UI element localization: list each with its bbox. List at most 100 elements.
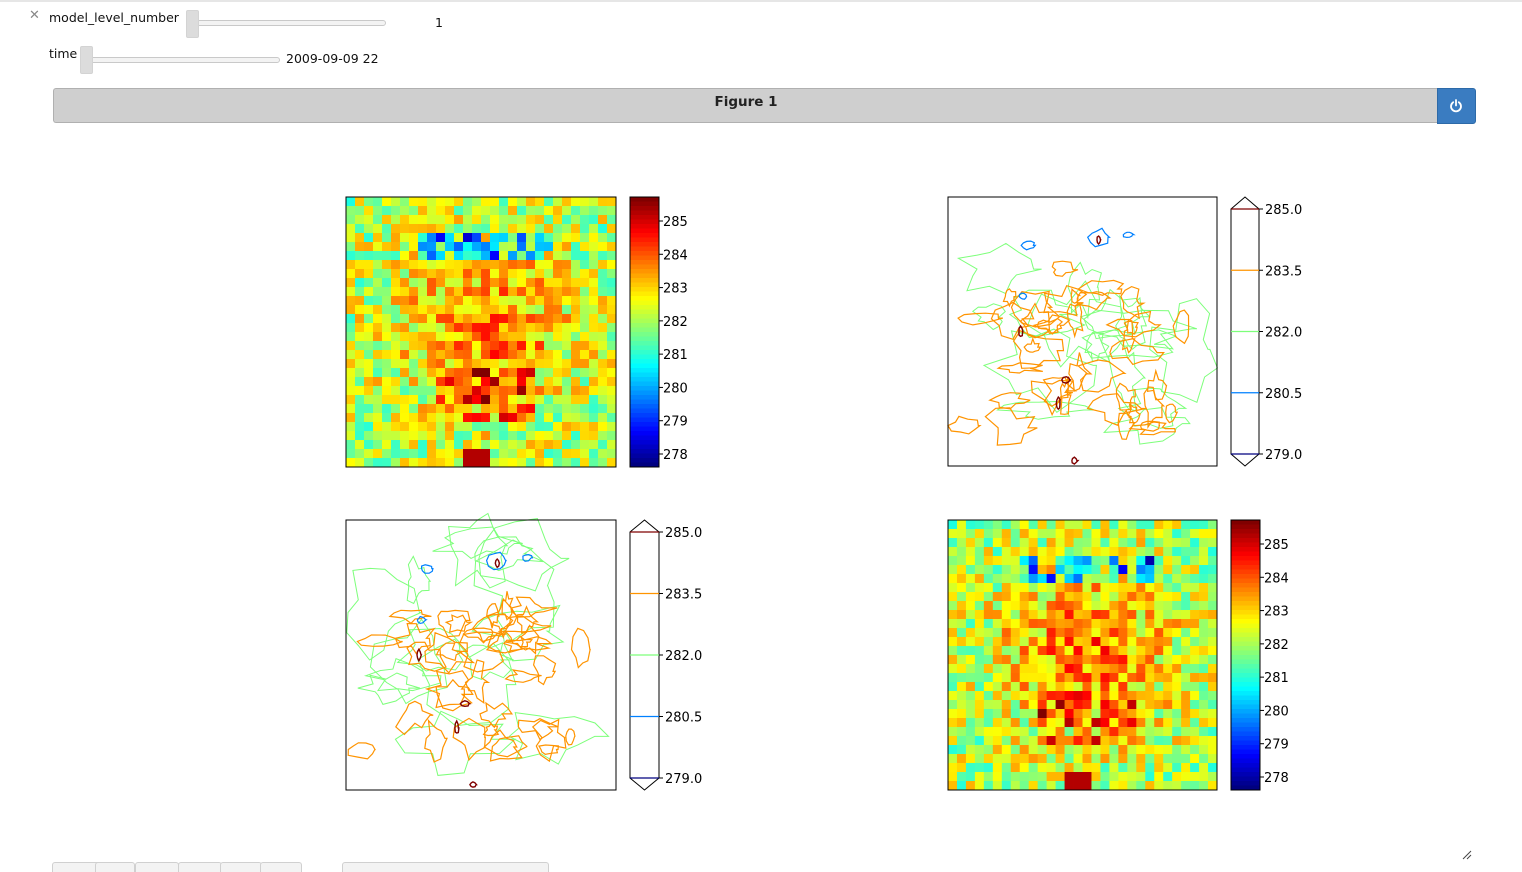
heatmap-cell	[481, 431, 491, 441]
heatmap-cell	[526, 251, 536, 261]
heatmap-cell	[589, 386, 599, 396]
heatmap-cell	[1091, 709, 1101, 719]
heatmap-cell	[472, 305, 482, 315]
contour-line-280-5	[421, 564, 434, 574]
heatmap-cell	[589, 449, 599, 459]
bottom-tab[interactable]	[260, 862, 302, 872]
heatmap-cell	[355, 323, 365, 333]
heatmap-cell	[472, 386, 482, 396]
heatmap-cell	[1037, 691, 1048, 701]
bottom-tab[interactable]	[342, 862, 549, 872]
heatmap-cell	[1208, 583, 1218, 593]
heatmap-cell	[373, 278, 383, 288]
heatmap-cell	[948, 736, 958, 746]
heatmap-cell	[544, 386, 554, 396]
heatmap-cell	[1028, 718, 1039, 728]
contour-line-283-5	[520, 624, 540, 655]
heatmap-cell	[1136, 664, 1146, 674]
heatmap-cell	[1001, 709, 1012, 719]
heatmap-cell	[1118, 664, 1128, 674]
heatmap-cell	[1109, 601, 1119, 611]
heatmap-cell	[508, 224, 518, 234]
power-button[interactable]	[1437, 88, 1476, 124]
heatmap-cell	[598, 296, 608, 306]
heatmap-cell	[1064, 700, 1074, 710]
heatmap-cell	[983, 691, 994, 701]
heatmap-cell	[490, 440, 500, 450]
heatmap-cell	[1118, 601, 1128, 611]
heatmap-cell	[364, 458, 374, 468]
heatmap-cell	[562, 260, 572, 270]
heatmap-cell	[1127, 547, 1137, 557]
heatmap-cell	[490, 431, 500, 441]
heatmap-cell	[1145, 556, 1155, 566]
contour-line-282	[471, 604, 565, 662]
contour-line-283-5	[984, 407, 1038, 446]
heatmap-cell	[1199, 691, 1209, 701]
heatmap-cell	[1100, 610, 1110, 620]
heatmap-cell	[400, 215, 410, 225]
heatmap-cell	[490, 422, 500, 432]
heatmap-cell	[1118, 745, 1128, 755]
heatmap-cell	[364, 395, 374, 405]
heatmap-cell	[983, 736, 994, 746]
heatmap-cell	[1172, 520, 1182, 530]
contour-line-282	[971, 303, 1006, 331]
heatmap-cell	[1082, 619, 1092, 629]
heatmap-cell	[956, 736, 967, 746]
heatmap-cell	[400, 458, 410, 468]
heatmap-cell	[508, 458, 518, 468]
heatmap-cell	[562, 413, 572, 423]
heatmap-cell	[544, 287, 554, 297]
heatmap-cell	[598, 305, 608, 315]
heatmap-cell	[1181, 538, 1191, 548]
heatmap-cell	[391, 296, 401, 306]
close-widget-icon[interactable]: ✕	[29, 8, 40, 23]
heatmap-cell	[526, 314, 536, 324]
bottom-tab[interactable]	[95, 862, 135, 872]
colorbar-segment	[630, 449, 659, 454]
heatmap-cell	[382, 413, 392, 423]
colorbar-tick-label: 280	[1264, 704, 1289, 719]
heatmap-cell	[400, 395, 410, 405]
heatmap-cell	[956, 700, 967, 710]
heatmap-cell	[1064, 601, 1074, 611]
heatmap-cell	[355, 431, 365, 441]
heatmap-cell	[481, 350, 491, 360]
heatmap-cell	[391, 206, 401, 216]
heatmap-cell	[956, 682, 967, 692]
heatmap-cell	[1100, 646, 1110, 656]
heatmap-cell	[1073, 646, 1083, 656]
colorbar-tick-label: 285.0	[1265, 203, 1302, 218]
heatmap-cell	[589, 341, 599, 351]
heatmap-cell	[490, 377, 500, 387]
heatmap-cell	[427, 305, 437, 315]
heatmap-cell	[472, 323, 482, 333]
heatmap-cell	[1082, 745, 1092, 755]
heatmap-cell	[1001, 655, 1012, 665]
colorbar-segment	[1231, 592, 1260, 597]
heatmap-cell	[1100, 628, 1110, 638]
heatmap-cell	[1154, 556, 1164, 566]
heatmap-cell	[517, 260, 527, 270]
heatmap-cell	[580, 422, 590, 432]
heatmap-cell	[562, 296, 572, 306]
heatmap-cell	[445, 233, 455, 243]
heatmap-cell	[499, 332, 509, 342]
heatmap-cell	[1082, 547, 1092, 557]
heatmap-cell	[1037, 547, 1048, 557]
heatmap-cell	[571, 341, 581, 351]
resize-handle-icon[interactable]	[1462, 850, 1472, 860]
heatmap-cell	[1037, 619, 1048, 629]
heatmap-cell	[1028, 601, 1039, 611]
heatmap-cell	[598, 395, 608, 405]
heatmap-cell	[1154, 565, 1164, 575]
heatmap-cell	[571, 386, 581, 396]
model-level-slider-handle[interactable]	[186, 10, 199, 38]
heatmap-cell	[1172, 664, 1182, 674]
contour-line-283-5	[1023, 336, 1042, 353]
time-slider-handle[interactable]	[80, 46, 93, 74]
heatmap-cell	[1181, 529, 1191, 539]
heatmap-cell	[535, 197, 545, 207]
